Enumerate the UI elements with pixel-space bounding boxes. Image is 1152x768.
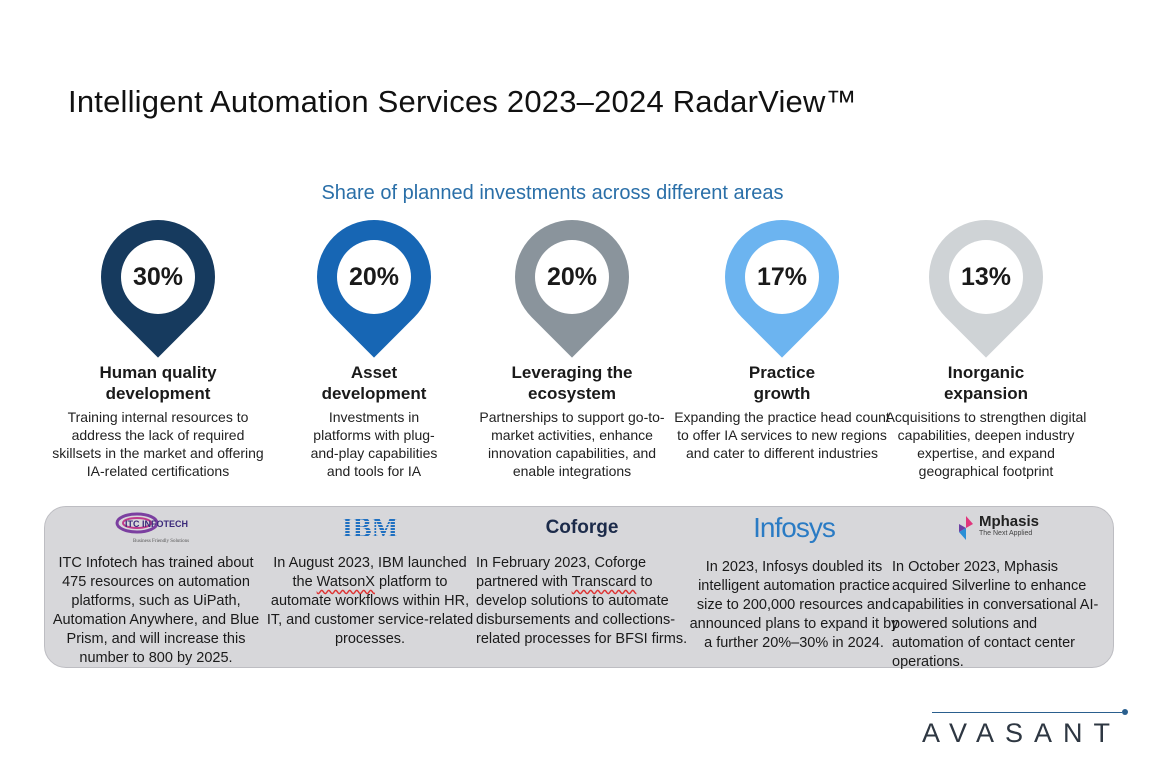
area-description: Acquisitions to strengthen digital capab… xyxy=(885,409,1087,479)
coforge-logo: Coforge xyxy=(476,506,688,550)
area-percentage: 17% xyxy=(745,240,819,314)
case-ibm: IBM In August 2023, IBM launched the Wat… xyxy=(264,506,476,649)
area-title: Leveraging the ecosystem xyxy=(511,363,633,403)
infosys-logo: Infosys xyxy=(688,506,900,550)
case-infosys: Infosys In 2023, Infosys doubled its int… xyxy=(688,506,900,653)
infosys-logo-text: Infosys xyxy=(753,512,836,543)
footer-brand-dot xyxy=(1122,709,1128,715)
case-text: In 2023, Infosys doubled its intelligent… xyxy=(689,559,899,651)
case-text: ITC Infotech has trained about 475 resou… xyxy=(52,555,260,666)
mphasis-logo-text: Mphasis xyxy=(978,513,1039,530)
avasant-logo: AVASANT xyxy=(922,718,1122,748)
pin-marker-icon: 17% xyxy=(701,196,863,358)
mphasis-diamond-icon xyxy=(958,516,973,540)
mphasis-tagline: The Next Applied xyxy=(978,530,1033,537)
case-mphasis: Mphasis The Next Applied In October 2023… xyxy=(892,506,1104,672)
area-title: Practice growth xyxy=(748,363,816,403)
mphasis-logo: Mphasis The Next Applied xyxy=(892,506,1104,550)
area-percentage: 20% xyxy=(337,240,411,314)
pin-marker-icon: 13% xyxy=(905,196,1067,358)
ibm-logo: IBM xyxy=(264,506,476,550)
chart-subtitle: Share of planned investments across diff… xyxy=(321,182,784,204)
area-description: Training internal resources to address t… xyxy=(52,409,264,479)
area-title: Asset development xyxy=(321,363,427,403)
case-itc-infotech: ITC INFOTECH Business Friendly Solutions… xyxy=(50,506,262,668)
pin-marker-icon: 30% xyxy=(77,196,239,358)
pin-marker-icon: 20% xyxy=(293,196,455,358)
area-description: Expanding the practice head count to off… xyxy=(674,409,890,461)
case-text: In August 2023, IBM launched the WatsonX… xyxy=(266,555,474,647)
page-title: Intelligent Automation Services 2023–202… xyxy=(68,84,857,119)
area-description: Partnerships to support go-to-market act… xyxy=(479,409,665,479)
case-coforge: Coforge In February 2023, Coforge partne… xyxy=(476,506,688,649)
coforge-logo-text: Coforge xyxy=(545,517,619,538)
case-text: In October 2023, Mphasis acquired Silver… xyxy=(892,559,1099,670)
itc-infotech-logo: ITC INFOTECH Business Friendly Solutions xyxy=(50,506,262,550)
area-inorganic-expansion: 13% Inorganic expansion Acquisitions to … xyxy=(876,196,1096,480)
case-text: In February 2023, Coforge partnered with… xyxy=(476,555,688,647)
area-leveraging-the-ecosystem: 20% Leveraging the ecosystem Partnership… xyxy=(462,196,682,480)
area-title: Human quality development xyxy=(99,363,217,403)
itc-infotech-logo-icon: ITC INFOTECH Business Friendly Solutions xyxy=(115,512,189,544)
case-examples-panel xyxy=(44,506,1114,668)
area-asset-development: 20% Asset development Investments in pla… xyxy=(264,196,484,480)
area-practice-growth: 17% Practice growth Expanding the practi… xyxy=(672,196,892,462)
area-human-quality-development: 30% Human quality development Training i… xyxy=(48,196,268,480)
svg-text:Business Friendly Solutions: Business Friendly Solutions xyxy=(133,539,189,544)
area-title: Inorganic expansion xyxy=(943,363,1029,403)
footer-brand-line xyxy=(932,712,1122,713)
svg-text:IBM: IBM xyxy=(342,513,398,543)
pin-marker-icon: 20% xyxy=(491,196,653,358)
svg-text:ITC INFOTECH: ITC INFOTECH xyxy=(125,519,188,529)
area-description: Investments in platforms with plug-and-p… xyxy=(310,409,438,479)
area-percentage: 20% xyxy=(535,240,609,314)
area-percentage: 30% xyxy=(121,240,195,314)
ibm-logo-icon: IBM xyxy=(342,513,398,543)
area-percentage: 13% xyxy=(949,240,1023,314)
